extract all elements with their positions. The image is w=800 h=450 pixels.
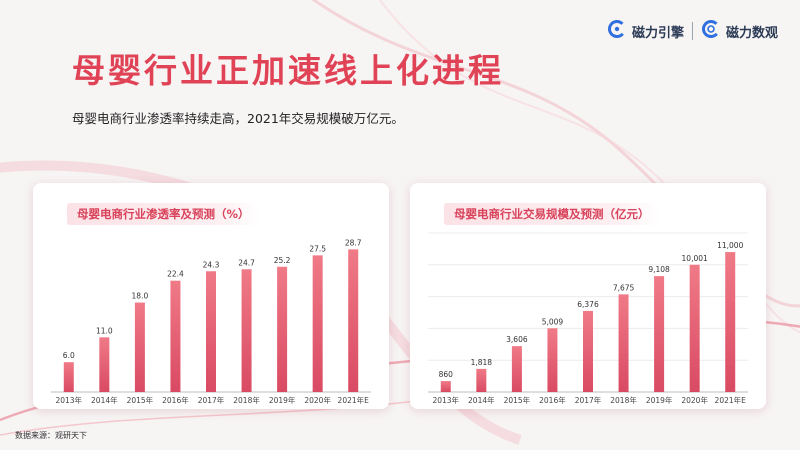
- x-tick-label: 2015年: [127, 395, 154, 405]
- bar: [511, 346, 522, 392]
- bar: [241, 269, 252, 392]
- x-tick-label: 2019年: [269, 395, 296, 405]
- value-label: 7,675: [613, 283, 635, 292]
- bar: [547, 328, 558, 392]
- x-tick-label: 2017年: [575, 395, 602, 405]
- x-tick-label: 2014年: [468, 395, 495, 405]
- logo-text: 磁力数观: [725, 25, 778, 41]
- value-label: 24.3: [203, 260, 220, 269]
- x-tick-label: 2020年: [681, 395, 708, 405]
- value-label: 6.0: [63, 351, 75, 360]
- value-label: 10,001: [682, 254, 708, 263]
- x-tick-label: 2013年: [432, 395, 459, 405]
- penetration-bar-chart: 6.0 2013年 11.0 2014年 18.0 2015年 22.4 2016年 24.3 2…: [51, 238, 371, 405]
- bar: [206, 271, 216, 392]
- value-label: 3,606: [506, 335, 528, 344]
- x-tick-label: 2017年: [198, 395, 225, 405]
- value-label: 6,376: [577, 300, 599, 309]
- value-label: 860: [439, 370, 454, 379]
- chart-title: 母婴电商行业渗透率及预测（%）: [67, 203, 260, 225]
- bar: [618, 294, 629, 392]
- chart-title: 母婴电商行业交易规模及预测（亿元）: [444, 203, 660, 225]
- x-tick-label: 2021年E: [338, 395, 370, 405]
- x-tick-label: 2016年: [162, 395, 189, 405]
- logo-text: 磁力引擎: [631, 25, 684, 41]
- bar: [312, 255, 323, 392]
- bar: [440, 381, 451, 392]
- bar: [583, 310, 593, 392]
- bar: [725, 252, 736, 392]
- bar: [689, 264, 700, 392]
- transaction-bar-chart: 860 2013年 1,818 2014年 3,606 2015年 5,009 2016年 6,…: [428, 232, 748, 405]
- value-label: 11,000: [717, 241, 743, 250]
- value-label: 25.2: [274, 256, 291, 265]
- x-tick-label: 2020年: [304, 395, 331, 405]
- bar: [63, 362, 74, 392]
- value-label: 24.7: [238, 258, 255, 267]
- page-subtitle: 母婴电商行业渗透率持续走高，2021年交易规模破万亿元。: [72, 111, 404, 126]
- bar: [277, 266, 288, 392]
- magnet-c-icon: [607, 19, 627, 43]
- x-tick-label: 2019年: [646, 395, 673, 405]
- logo-cili-engine: 磁力引擎: [607, 19, 684, 43]
- eye-c-icon: [701, 19, 721, 43]
- bar: [134, 302, 145, 392]
- bar: [170, 280, 181, 392]
- x-tick-label: 2018年: [610, 395, 637, 405]
- logo-cili-shuguan: 磁力数观: [701, 19, 778, 43]
- source-note: 数据来源：观研天下: [15, 431, 87, 440]
- x-tick-label: 2013年: [55, 395, 82, 405]
- bar: [476, 368, 487, 392]
- value-label: 22.4: [167, 270, 184, 279]
- x-tick-label: 2015年: [504, 395, 531, 405]
- logo-divider: [691, 22, 693, 40]
- chart-panel-transaction: 母婴电商行业交易规模及预测（亿元） 860 2013年 1,818 2014年 3,60…: [410, 183, 766, 409]
- x-tick-label: 2021年E: [715, 395, 747, 405]
- value-label: 1,818: [471, 358, 493, 367]
- value-label: 28.7: [345, 238, 362, 247]
- value-label: 11.0: [96, 326, 113, 335]
- page-title: 母婴行业正加速线上化进程: [72, 51, 504, 90]
- value-label: 18.0: [132, 292, 149, 301]
- x-tick-label: 2016年: [539, 395, 566, 405]
- brand-logos: 磁力引擎 磁力数观: [607, 16, 778, 46]
- x-tick-label: 2014年: [91, 395, 118, 405]
- value-label: 9,108: [648, 265, 670, 274]
- bar: [348, 249, 359, 392]
- bar: [99, 337, 110, 392]
- chart-panel-penetration: 母婴电商行业渗透率及预测（%） 6.0 2013年 11.0 2014年 18.0 201…: [33, 183, 389, 409]
- bar: [654, 276, 665, 392]
- value-label: 5,009: [542, 317, 564, 326]
- value-label: 27.5: [309, 244, 326, 253]
- x-tick-label: 2018年: [233, 395, 260, 405]
